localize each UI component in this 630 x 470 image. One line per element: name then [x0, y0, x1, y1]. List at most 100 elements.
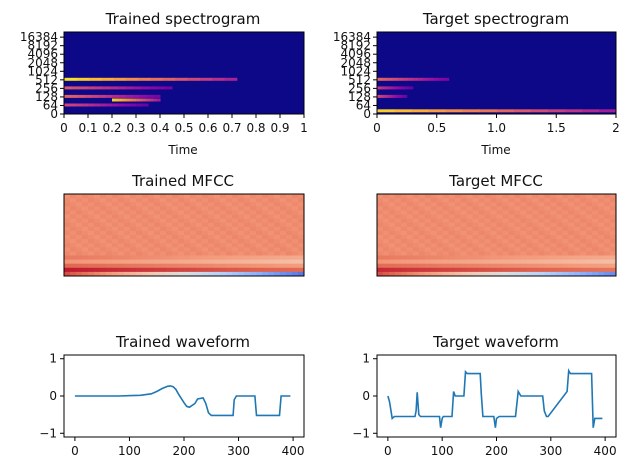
spectrogram-band-cell: [122, 98, 127, 102]
mfcc-cell: [172, 194, 179, 199]
mfcc-cell: [214, 263, 221, 269]
mfcc-cell: [292, 210, 299, 215]
mfcc-cell: [538, 206, 545, 211]
mfcc-cell: [436, 259, 444, 265]
mfcc-cell: [550, 251, 557, 256]
mfcc-cell: [262, 210, 269, 215]
mfcc-cell: [100, 202, 107, 207]
mfcc-cell: [418, 271, 426, 277]
mfcc-cell: [82, 239, 89, 244]
mfcc-cell: [118, 222, 125, 228]
mfcc-cell: [383, 206, 390, 211]
mfcc-cell: [424, 202, 432, 207]
mfcc-cell: [106, 214, 113, 219]
mfcc-cell: [64, 194, 71, 199]
mfcc-cell: [214, 251, 221, 256]
mfcc-cell: [196, 218, 203, 224]
mfcc-cell: [220, 226, 227, 232]
mfcc-cell: [383, 226, 390, 232]
spectrogram-band-cell: [139, 94, 147, 98]
mfcc-cell: [148, 206, 155, 211]
mfcc-cell: [598, 259, 605, 265]
mfcc-cell: [406, 218, 414, 224]
mfcc-cell: [484, 259, 491, 265]
mfcc-cell: [418, 243, 426, 248]
mfcc-cell: [556, 267, 563, 273]
mfcc-cell: [490, 210, 497, 215]
x-tick-label: 0.7: [222, 121, 241, 135]
mfcc-cell: [556, 259, 563, 265]
mfcc-cell: [292, 259, 299, 265]
x-tick-label: 100: [118, 444, 141, 458]
spectrogram-band-cell: [398, 94, 401, 98]
mfcc-cell: [598, 214, 605, 219]
mfcc-cell: [598, 243, 605, 248]
mfcc-cell: [490, 198, 497, 203]
mfcc-cell: [388, 210, 396, 215]
mfcc-cell: [400, 267, 408, 273]
mfcc-cell: [154, 239, 161, 244]
mfcc-cell: [112, 251, 119, 256]
mfcc-cell: [394, 198, 402, 203]
mfcc-cell: [460, 255, 467, 260]
mfcc-cell: [112, 263, 119, 269]
panel-target-mfcc: Target MFCC: [376, 172, 617, 277]
mfcc-cell: [562, 222, 569, 228]
mfcc-cell: [472, 239, 479, 244]
mfcc-cell: [184, 206, 191, 211]
mfcc-cell: [184, 222, 191, 228]
mfcc-cell: [190, 247, 197, 252]
mfcc-cell: [466, 218, 473, 224]
mfcc-cell: [610, 210, 617, 215]
mfcc-cell: [118, 255, 125, 260]
mfcc-cell: [472, 226, 479, 232]
mfcc-cell: [190, 218, 197, 224]
mfcc-cell: [478, 222, 485, 228]
mfcc-cell: [244, 243, 251, 248]
mfcc-cell: [484, 222, 491, 228]
mfcc-cell: [418, 247, 426, 252]
mfcc-cell: [544, 206, 551, 211]
mfcc-cell: [412, 202, 420, 207]
mfcc-cell: [400, 263, 408, 269]
mfcc-cell: [292, 222, 299, 228]
mfcc-cell: [136, 210, 143, 215]
mfcc-cell: [166, 210, 173, 215]
mfcc-cell: [274, 206, 281, 211]
mfcc-cell: [250, 247, 257, 252]
mfcc-cell: [172, 263, 179, 269]
mfcc-cell: [250, 239, 257, 244]
mfcc-cell: [508, 243, 515, 248]
mfcc-cell: [64, 230, 71, 236]
mfcc-cell: [460, 222, 467, 228]
mfcc-cell: [196, 202, 203, 207]
mfcc-cell: [286, 267, 293, 273]
mfcc-cell: [256, 259, 263, 265]
spectrogram-band-cell: [76, 77, 90, 81]
mfcc-cell: [442, 247, 450, 252]
mfcc-cell: [454, 214, 462, 219]
mfcc-cell: [454, 206, 462, 211]
spectrogram-band-cell: [387, 94, 391, 98]
mfcc-cell: [94, 259, 101, 265]
mfcc-cell: [148, 239, 155, 244]
mfcc-cell: [508, 267, 515, 273]
mfcc-cell: [436, 230, 444, 236]
mfcc-cell: [166, 255, 173, 260]
mfcc-cell: [394, 267, 402, 273]
mfcc-cell: [460, 235, 467, 240]
mfcc-cell: [574, 226, 581, 232]
spectrogram-band-cell: [438, 77, 445, 81]
mfcc-cell: [394, 214, 402, 219]
mfcc-cell: [448, 210, 456, 215]
mfcc-cell: [556, 230, 563, 236]
mfcc-cell: [70, 247, 77, 252]
mfcc-cell: [568, 239, 575, 244]
mfcc-cell: [124, 267, 131, 273]
mfcc-cell: [178, 206, 185, 211]
mfcc-cell: [544, 230, 551, 236]
mfcc-cell: [448, 259, 456, 265]
mfcc-cell: [112, 259, 119, 265]
mfcc-cell: [544, 243, 551, 248]
mfcc-cell: [160, 222, 167, 228]
